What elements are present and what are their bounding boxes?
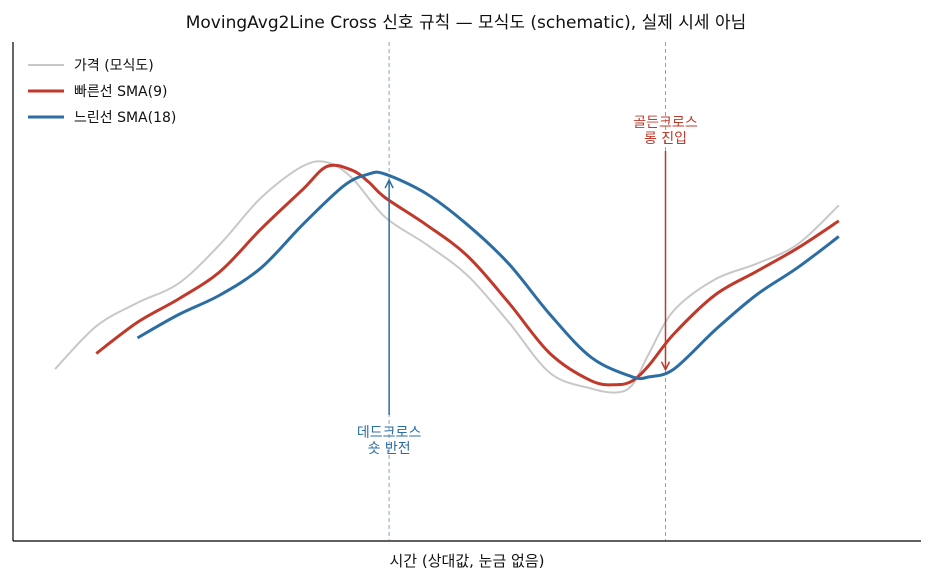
legend: 가격 (모식도) 빠른선 SMA(9) 느린선 SMA(18) xyxy=(28,58,176,126)
golden-cross-arrowhead xyxy=(660,361,671,372)
legend-label-slow-sma: 느린선 SMA(18) xyxy=(74,110,176,126)
series-line-fast-sma xyxy=(95,163,840,387)
axes xyxy=(12,42,921,542)
dead-cross-label: 데드크로스 숏 반전 xyxy=(357,425,422,457)
annotations: 데드크로스 숏 반전 골든크로스 롱 진입 xyxy=(357,115,698,457)
legend-label-fast-sma: 빠른선 SMA(9) xyxy=(74,84,167,100)
golden-cross-label: 골든크로스 롱 진입 xyxy=(633,115,698,147)
legend-label-price: 가격 (모식도) xyxy=(74,58,154,74)
series-line-slow-sma xyxy=(136,170,840,381)
x-axis-label: 시간 (상대값, 눈금 없음) xyxy=(390,552,545,570)
chart-title: MovingAvg2Line Cross 신호 규칙 — 모식도 (schema… xyxy=(186,13,747,33)
crossover-markers xyxy=(388,42,666,541)
dead-cross-arrowhead xyxy=(384,178,394,189)
series-layer xyxy=(54,160,840,394)
series-line-price xyxy=(54,160,840,394)
